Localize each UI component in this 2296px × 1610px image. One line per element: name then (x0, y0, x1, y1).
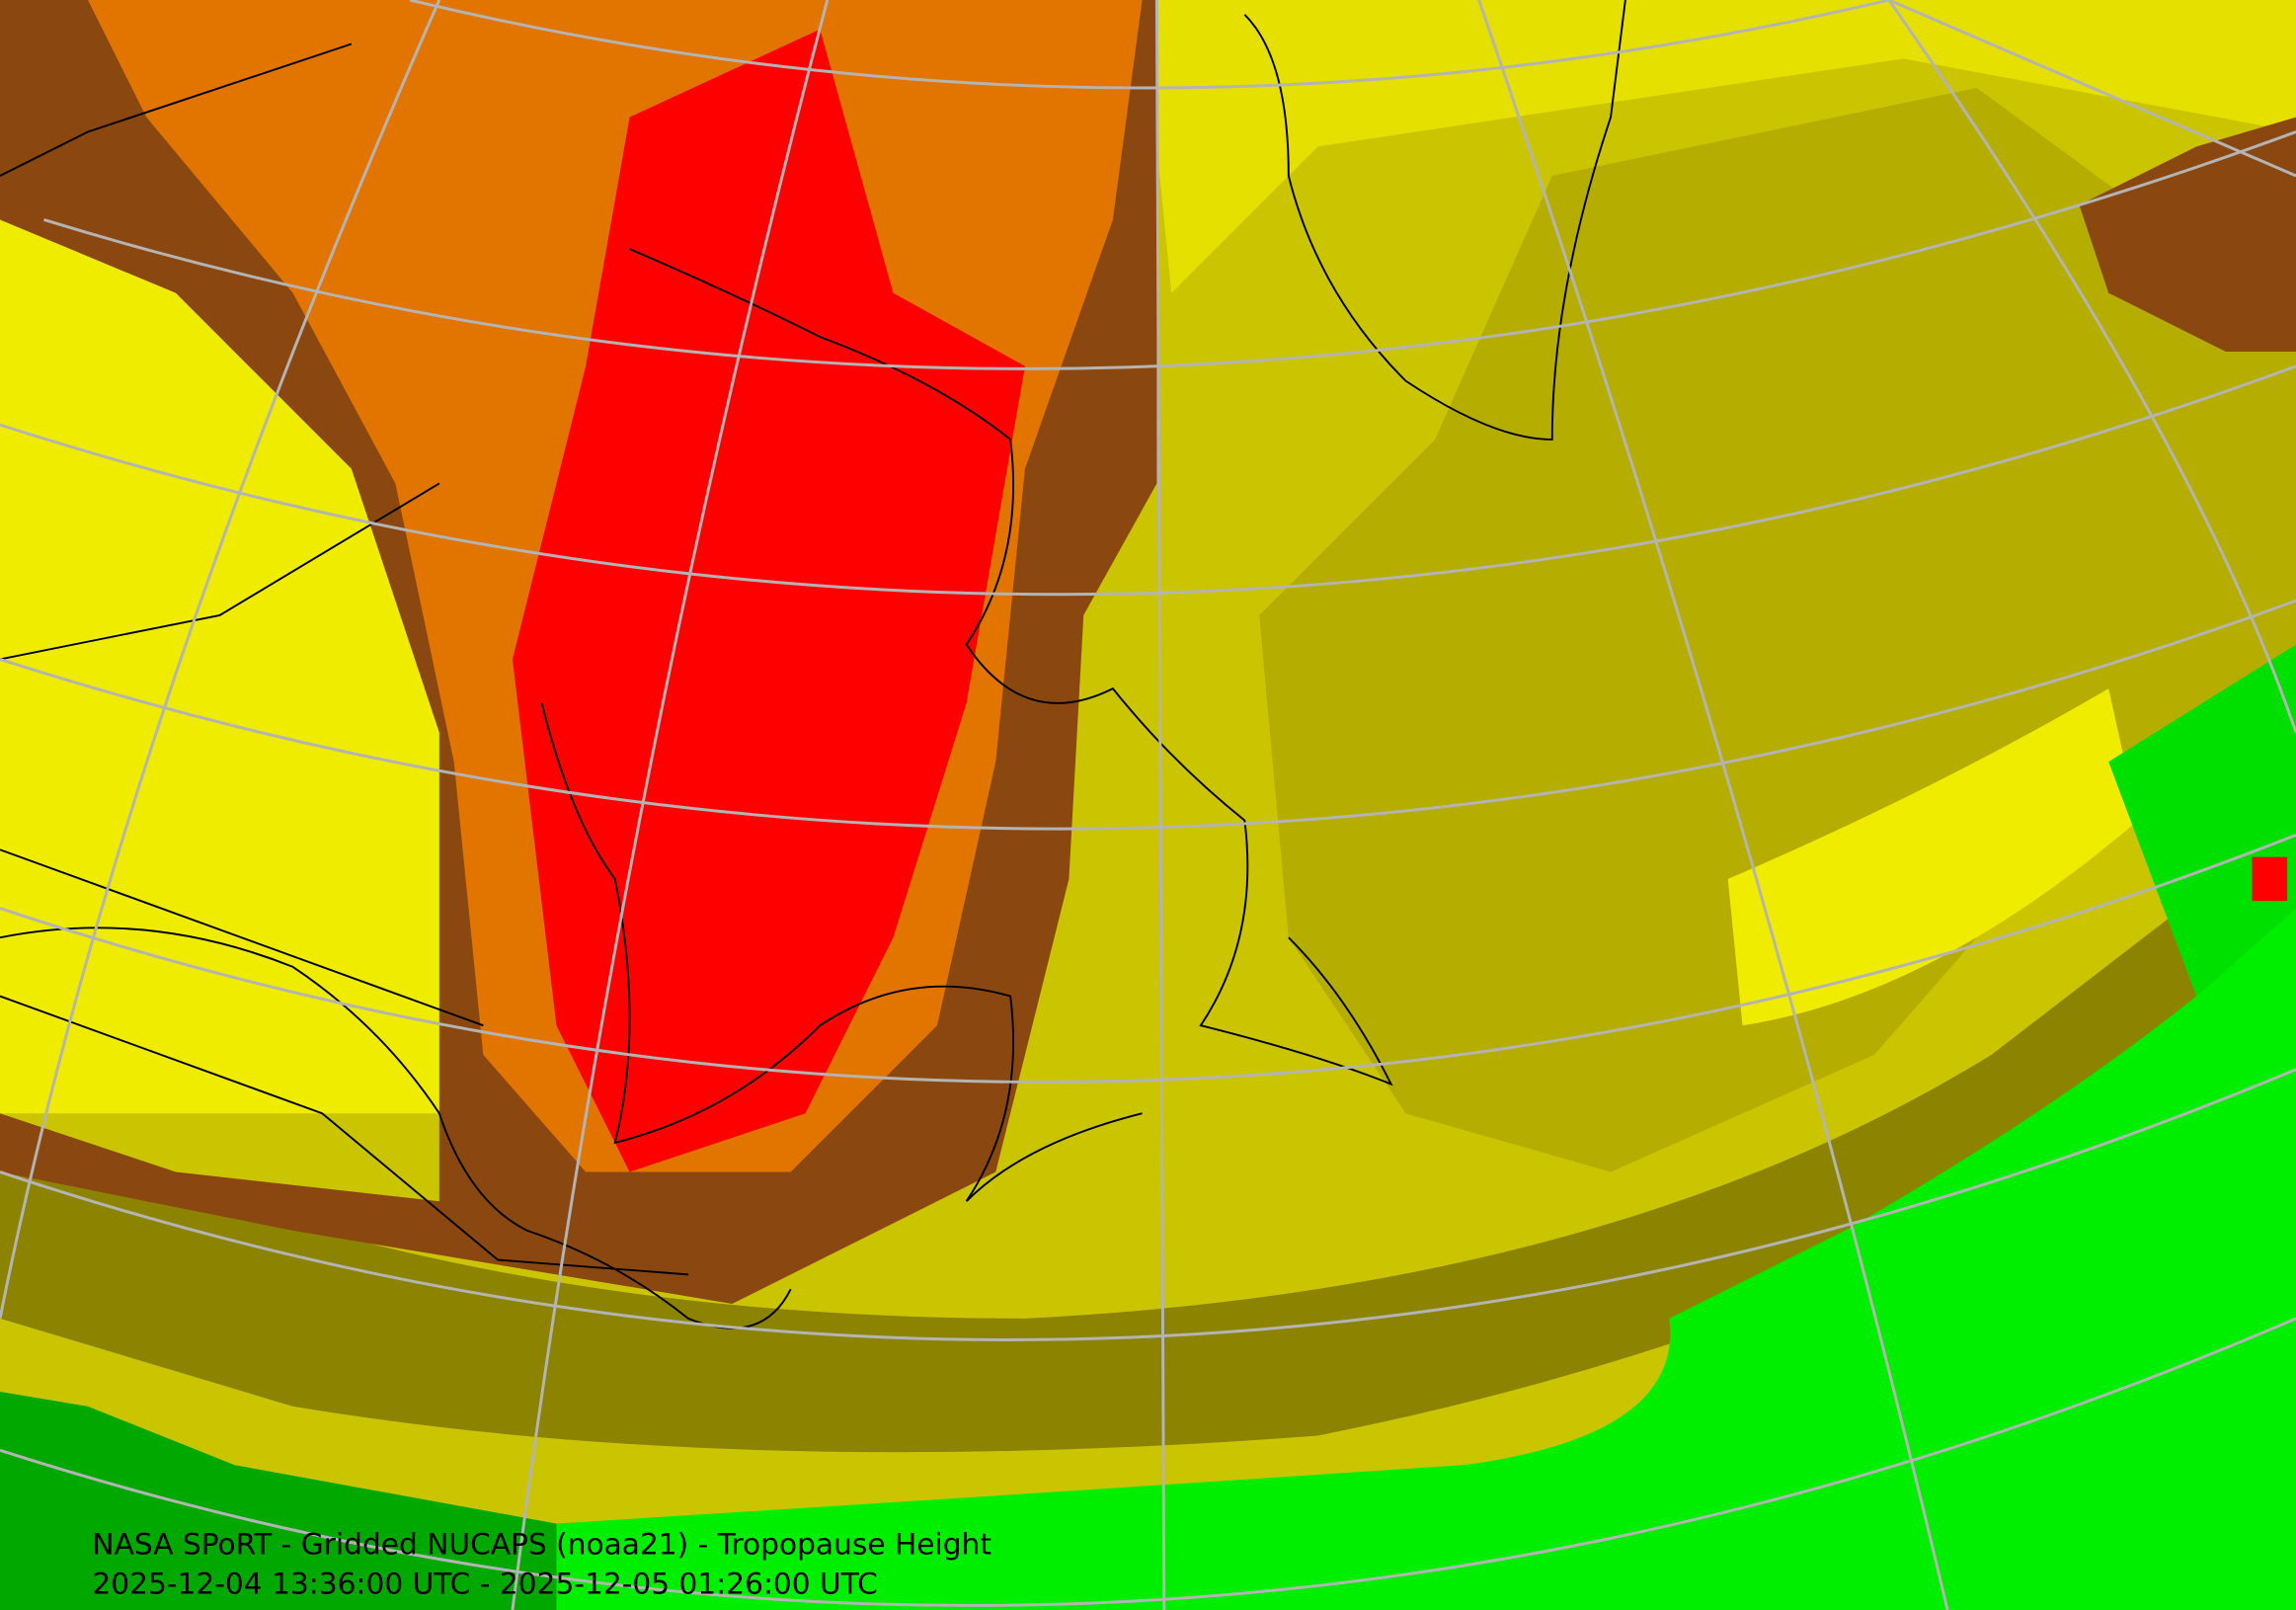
latitude-line (0, 599, 2296, 831)
field-red-spot (2252, 856, 2288, 902)
field-brown-ne (2079, 117, 2296, 352)
longitude-line (1888, 0, 2296, 178)
coastlines (0, 0, 1626, 1329)
field-yellow-right (1727, 688, 2138, 1026)
coastline (0, 926, 792, 1329)
longitude-line (1887, 0, 2296, 734)
field-olive (1259, 87, 2296, 1172)
time-range: 2025-12-04 13:36:00 UTC - 2025-12-05 01:… (92, 1567, 877, 1601)
coastline (540, 702, 1143, 1202)
latitude-line (0, 1068, 2296, 1341)
field-green-east (2108, 644, 2296, 997)
latitude-line (0, 1317, 2296, 1607)
field-green (556, 908, 2296, 1610)
longitude-line (511, 0, 830, 1610)
coastline (629, 248, 1393, 1087)
longitude-line (1154, 0, 1166, 1610)
longitude-line (1477, 0, 1949, 1610)
latitude-line (0, 364, 2296, 597)
field-yellow-top (1142, 0, 2296, 293)
latitude-line (43, 130, 2296, 370)
field-red (512, 29, 1025, 1172)
coastline (1243, 0, 1626, 441)
latitude-line (409, 0, 1890, 90)
longitude-line (0, 0, 441, 1320)
product-title: NASA SPoRT - Gridded NUCAPS (noaa21) - T… (92, 1527, 991, 1562)
latitude-line (0, 834, 2296, 1084)
border (0, 42, 688, 1276)
